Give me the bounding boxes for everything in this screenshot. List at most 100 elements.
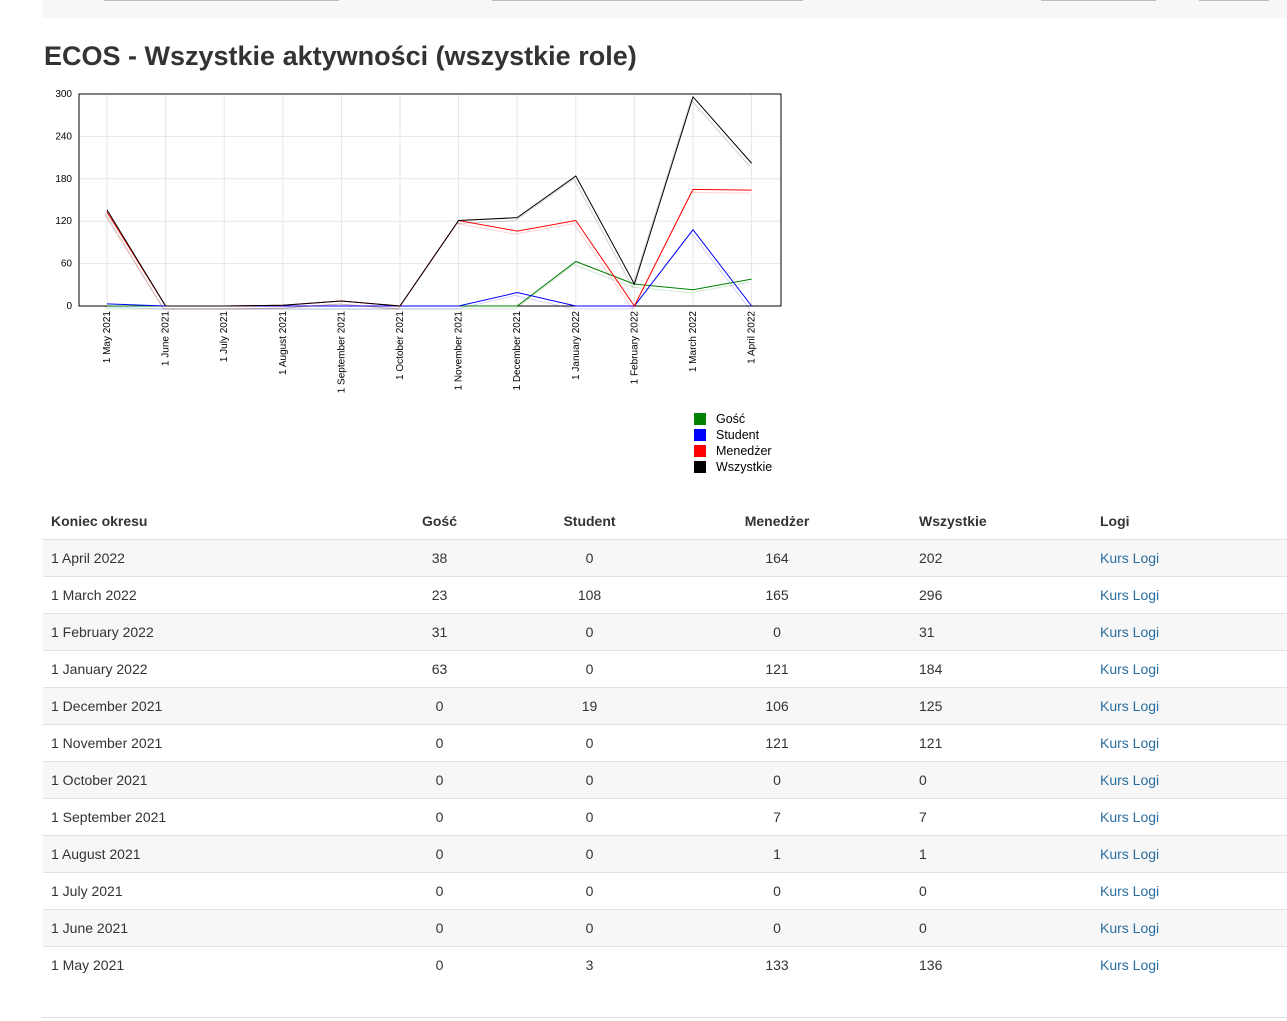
cell-period: 1 May 2021 bbox=[43, 946, 343, 983]
cell-manager: 106 bbox=[643, 687, 911, 725]
chart-legend: Gość Student Menedżer Wszystkie bbox=[694, 411, 772, 475]
cell-logs: Kurs Logi bbox=[1092, 798, 1287, 836]
plot-area-border bbox=[78, 93, 782, 307]
table-row: 1 March 2022 23 108 165 296 Kurs Logi bbox=[43, 576, 1287, 614]
cell-all: 121 bbox=[911, 724, 1092, 762]
table-row: 1 January 2022 63 0 121 184 Kurs Logi bbox=[43, 650, 1287, 688]
activity-line-chart: 0 60 120 180 240 300 1 May 2021 1 June 2021 1 Ju… bbox=[55, 89, 782, 394]
y-tick-label: 0 bbox=[66, 301, 72, 312]
cell-all: 184 bbox=[911, 650, 1092, 688]
cell-period: 1 December 2021 bbox=[43, 687, 343, 725]
y-tick-label: 300 bbox=[55, 89, 72, 100]
cell-guest: 0 bbox=[343, 946, 536, 983]
course-logs-link[interactable]: Kurs Logi bbox=[1100, 661, 1160, 677]
cell-student: 0 bbox=[536, 650, 643, 688]
y-tick-label: 120 bbox=[55, 216, 72, 227]
cell-guest: 38 bbox=[343, 539, 536, 577]
filter-select-3[interactable] bbox=[1041, 0, 1156, 1]
cell-logs: Kurs Logi bbox=[1092, 650, 1287, 688]
col-header-guest: Gość bbox=[343, 503, 536, 540]
course-logs-link[interactable]: Kurs Logi bbox=[1100, 846, 1160, 862]
legend-item: Wszystkie bbox=[694, 459, 772, 475]
course-logs-link[interactable]: Kurs Logi bbox=[1100, 698, 1160, 714]
cell-all: 125 bbox=[911, 687, 1092, 725]
legend-item: Menedżer bbox=[694, 443, 772, 459]
cell-logs: Kurs Logi bbox=[1092, 909, 1287, 947]
cell-all: 296 bbox=[911, 576, 1092, 614]
table-row: 1 July 2021 0 0 0 0 Kurs Logi bbox=[43, 872, 1287, 910]
col-header-all: Wszystkie bbox=[911, 503, 1092, 540]
cell-manager: 1 bbox=[643, 835, 911, 873]
series-line-shadow bbox=[105, 263, 750, 310]
legend-swatch bbox=[694, 461, 706, 473]
cell-student: 0 bbox=[536, 835, 643, 873]
x-tick-label: 1 July 2021 bbox=[219, 311, 230, 363]
cell-period: 1 June 2021 bbox=[43, 909, 343, 947]
x-tick-label: 1 June 2021 bbox=[161, 311, 172, 366]
course-logs-link[interactable]: Kurs Logi bbox=[1100, 735, 1160, 751]
filter-submit-button[interactable] bbox=[1199, 0, 1269, 1]
cell-logs: Kurs Logi bbox=[1092, 761, 1287, 799]
x-tick-label: 1 December 2021 bbox=[512, 311, 523, 391]
cell-student: 0 bbox=[536, 539, 643, 577]
cell-guest: 0 bbox=[343, 835, 536, 873]
x-tick-label: 1 October 2021 bbox=[395, 311, 406, 380]
table-row: 1 October 2021 0 0 0 0 Kurs Logi bbox=[43, 761, 1287, 799]
x-tick-label: 1 November 2021 bbox=[454, 311, 465, 391]
cell-logs: Kurs Logi bbox=[1092, 576, 1287, 614]
course-logs-link[interactable]: Kurs Logi bbox=[1100, 883, 1160, 899]
course-logs-link[interactable]: Kurs Logi bbox=[1100, 920, 1160, 936]
cell-guest: 0 bbox=[343, 909, 536, 947]
cell-all: 0 bbox=[911, 909, 1092, 947]
cell-student: 19 bbox=[536, 687, 643, 725]
cell-guest: 23 bbox=[343, 576, 536, 614]
cell-student: 0 bbox=[536, 613, 643, 651]
course-logs-link[interactable]: Kurs Logi bbox=[1100, 550, 1160, 566]
cell-period: 1 March 2022 bbox=[43, 576, 343, 614]
series-line bbox=[106, 95, 752, 307]
cell-all: 31 bbox=[911, 613, 1092, 651]
series-line bbox=[107, 260, 752, 307]
cell-guest: 31 bbox=[343, 613, 536, 651]
table-row: 1 February 2022 31 0 0 31 Kurs Logi bbox=[43, 613, 1287, 651]
cell-manager: 121 bbox=[643, 724, 911, 762]
legend-item: Student bbox=[694, 427, 772, 443]
course-logs-link[interactable]: Kurs Logi bbox=[1100, 772, 1160, 788]
table-row: 1 June 2021 0 0 0 0 Kurs Logi bbox=[43, 909, 1287, 947]
legend-label: Student bbox=[716, 428, 760, 442]
cell-manager: 0 bbox=[643, 872, 911, 910]
cell-guest: 0 bbox=[343, 872, 536, 910]
course-logs-link[interactable]: Kurs Logi bbox=[1100, 957, 1160, 973]
cell-student: 3 bbox=[536, 946, 643, 983]
legend-label: Gość bbox=[716, 412, 746, 426]
legend-label: Menedżer bbox=[716, 444, 772, 458]
series-line bbox=[106, 228, 752, 307]
x-tick-label: 1 September 2021 bbox=[336, 311, 347, 394]
cell-guest: 0 bbox=[343, 761, 536, 799]
cell-logs: Kurs Logi bbox=[1092, 724, 1287, 762]
cell-period: 1 October 2021 bbox=[43, 761, 343, 799]
cell-student: 0 bbox=[536, 761, 643, 799]
cell-period: 1 September 2021 bbox=[43, 798, 343, 836]
x-tick-label: 1 March 2022 bbox=[688, 311, 699, 373]
course-logs-link[interactable]: Kurs Logi bbox=[1100, 587, 1160, 603]
cell-period: 1 July 2021 bbox=[43, 872, 343, 910]
series-line-shadow bbox=[104, 231, 750, 310]
footer-divider bbox=[42, 1017, 1287, 1018]
cell-guest: 0 bbox=[343, 798, 536, 836]
table-row: 1 November 2021 0 0 121 121 Kurs Logi bbox=[43, 724, 1287, 762]
filter-select-2[interactable] bbox=[492, 0, 803, 1]
cell-logs: Kurs Logi bbox=[1092, 946, 1287, 983]
cell-logs: Kurs Logi bbox=[1092, 835, 1287, 873]
cell-all: 7 bbox=[911, 798, 1092, 836]
cell-period: 1 January 2022 bbox=[43, 650, 343, 688]
page-title: ECOS - Wszystkie aktywności (wszystkie r… bbox=[44, 41, 637, 71]
course-logs-link[interactable]: Kurs Logi bbox=[1100, 624, 1160, 640]
cell-manager: 7 bbox=[643, 798, 911, 836]
x-tick-label: 1 August 2021 bbox=[278, 311, 289, 375]
cell-manager: 121 bbox=[643, 650, 911, 688]
col-header-manager: Menedżer bbox=[643, 503, 911, 540]
course-logs-link[interactable]: Kurs Logi bbox=[1100, 809, 1160, 825]
series-line-shadow bbox=[104, 98, 750, 310]
filter-select-1[interactable] bbox=[104, 0, 339, 1]
